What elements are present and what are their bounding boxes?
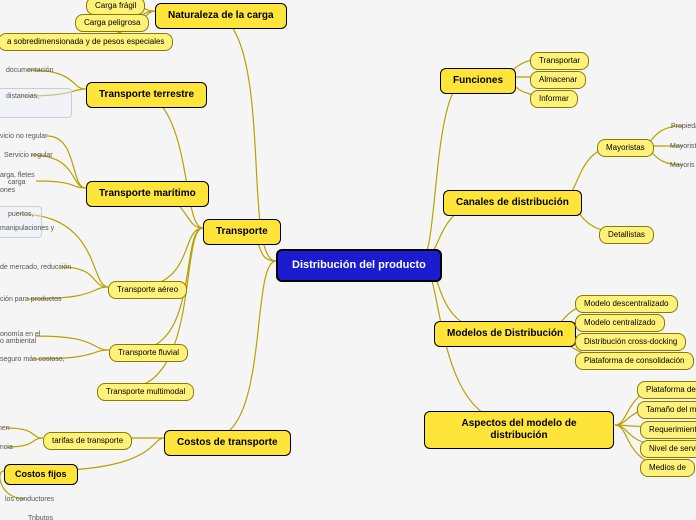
label: Transporte multimodal [106,387,185,397]
node-asp-a[interactable]: Plataforma de c [637,381,696,399]
label: Distribución cross-docking [584,337,677,347]
label: Transporte terrestre [99,89,194,101]
node-aereo[interactable]: Transporte aéreo [108,281,187,299]
node-centralizado[interactable]: Modelo centralizado [575,314,665,332]
label: Requerimientos t [649,425,696,435]
node-naturaleza[interactable]: Naturaleza de la carga [155,3,287,29]
label: Naturaleza de la carga [168,10,274,22]
node-almacenar[interactable]: Almacenar [530,71,586,89]
tiny: ción para productos [0,295,61,304]
node-modelos[interactable]: Modelos de Distribución [434,321,576,347]
node-sobredim[interactable]: a sobredimensionada y de pesos especiale… [0,33,173,51]
node-costos-fijos[interactable]: Costos fijos [4,464,78,485]
label: Medios de [649,463,686,473]
node-multimodal[interactable]: Transporte multimodal [97,383,194,401]
node-consolidacion[interactable]: Plataforma de consolidación [575,352,694,370]
label: Modelo centralizado [584,318,656,328]
label: Mayoristas [606,143,645,153]
label: Costos fijos [15,469,67,480]
label: Costos de transporte [177,437,278,449]
label: Carga frágil [95,1,136,11]
tiny: seguro más costoso, [0,355,65,364]
tiny: Servicio regular [4,151,53,160]
label: Detallistas [608,230,645,240]
tiny: ancia [0,443,13,452]
label: Transporte [216,226,268,238]
tiny: o ambiental [0,337,36,346]
label: Plataforma de c [646,385,696,395]
node-transporte[interactable]: Transporte [203,219,281,245]
label: tarifas de transporte [52,436,123,446]
tiny: Tributos [28,514,53,520]
node-transportar[interactable]: Transportar [530,52,589,70]
node-carga-fragil[interactable]: Carga frágil [86,0,145,15]
label: Tamaño del me [646,405,696,415]
node-asp-b[interactable]: Tamaño del me [637,401,696,419]
node-aspectos[interactable]: Aspectos del modelo de distribución [424,411,614,449]
root-label: Distribución del producto [292,259,426,272]
label: Modelos de Distribución [447,328,563,340]
tiny: men [0,424,10,433]
node-crossdocking[interactable]: Distribución cross-docking [575,333,686,351]
tiny: los conductores [5,495,54,504]
node-carga-peligrosa[interactable]: Carga peligrosa [75,14,149,32]
node-asp-d[interactable]: Nivel de servi [640,440,696,458]
node-descentralizado[interactable]: Modelo descentralizado [575,295,678,313]
label: Plataforma de consolidación [584,356,685,366]
node-fluvial[interactable]: Transporte fluvial [109,344,188,362]
tiny: vicio no regular [0,132,47,141]
label: Almacenar [539,75,577,85]
node-costos[interactable]: Costos de transporte [164,430,291,456]
node-canales[interactable]: Canales de distribución [443,190,582,216]
node-terrestre[interactable]: Transporte terrestre [86,82,207,108]
tiny: manipulaciones y [0,224,54,233]
mindmap-canvas: Distribución del producto Naturaleza de … [0,0,696,520]
label: Funciones [453,75,503,87]
label: Nivel de servi [649,444,696,454]
tiny: de mercado, reducción [0,263,71,272]
tiny: Propieda [671,122,696,131]
tiny: ones [0,186,15,195]
node-detallistas[interactable]: Detallistas [599,226,654,244]
node-informar[interactable]: Informar [530,90,578,108]
node-maritimo[interactable]: Transporte marítimo [86,181,209,207]
tiny: puertos, [8,210,33,219]
label: Modelo descentralizado [584,299,669,309]
tiny: documentación [6,66,53,75]
tiny: Mayorista [670,142,696,151]
label: Transporte fluvial [118,348,179,358]
node-asp-e[interactable]: Medios de [640,459,695,477]
label: Canales de distribución [456,197,569,209]
label: Carga peligrosa [84,18,140,28]
tiny: Mayoris [670,161,695,170]
label: Informar [539,94,569,104]
node-funciones[interactable]: Funciones [440,68,516,94]
label: Transportar [539,56,580,66]
label: Aspectos del modelo de distribución [437,418,601,442]
node-tarifas[interactable]: tarifas de transporte [43,432,132,450]
label: Transporte marítimo [99,188,196,200]
node-asp-c[interactable]: Requerimientos t [640,421,696,439]
root-node[interactable]: Distribución del producto [276,249,442,282]
node-mayoristas[interactable]: Mayoristas [597,139,654,157]
label: a sobredimensionada y de pesos especiale… [7,37,164,47]
tiny: distancias, [6,92,39,101]
label: Transporte aéreo [117,285,178,295]
